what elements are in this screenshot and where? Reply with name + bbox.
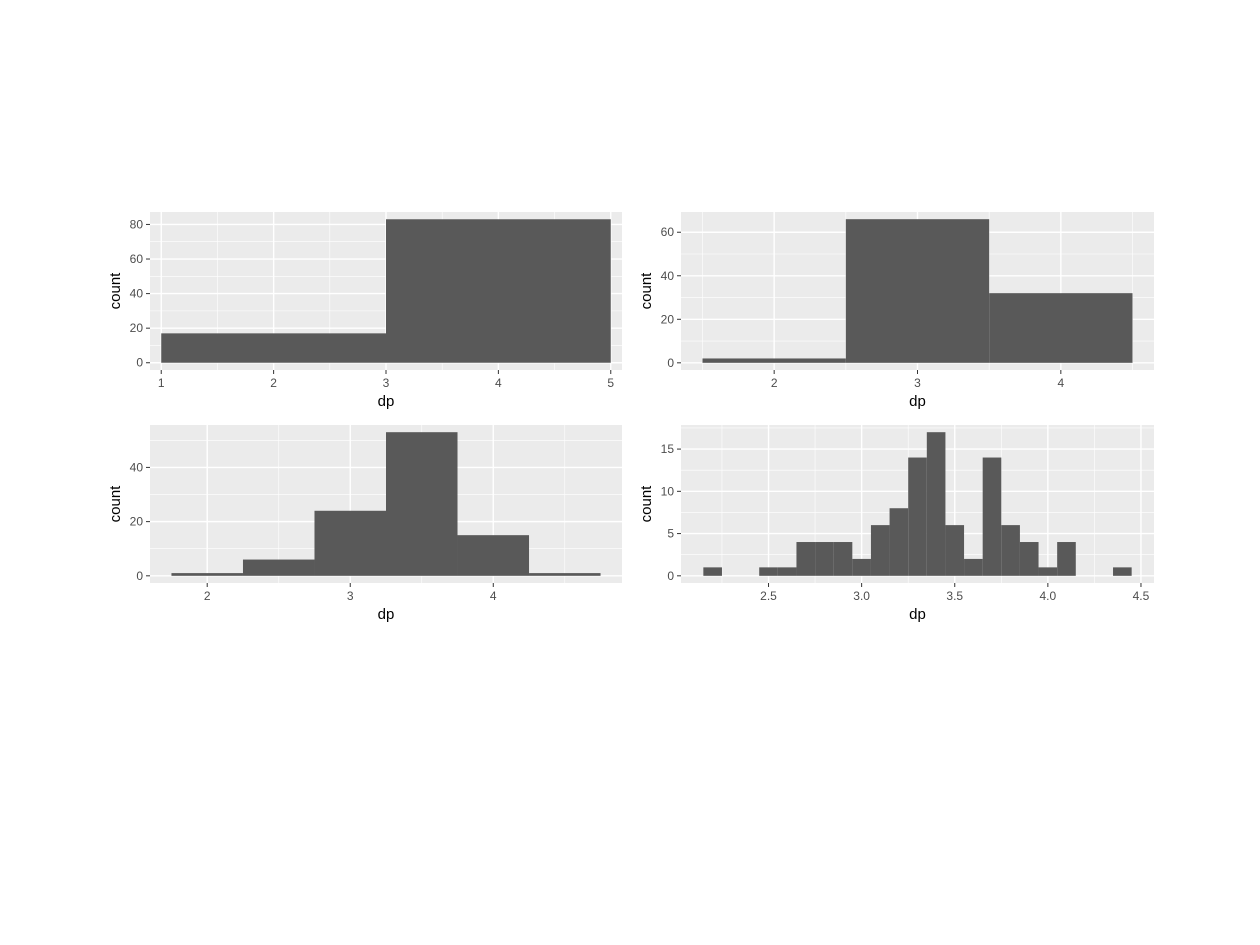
x-tick-label: 3.0: [853, 589, 870, 603]
x-tick-label: 5: [607, 376, 614, 390]
histogram-bar: [777, 567, 797, 576]
histogram-bar: [703, 567, 722, 576]
chart-panel-4: 2.5 3.0 3.5 4.0 4.5 0 5 10 15 dp count: [638, 425, 1154, 623]
histogram-bar: [759, 567, 778, 576]
histogram-bar: [926, 432, 946, 576]
x-tick-label: 3: [347, 589, 354, 603]
x-tick-label: 3.5: [946, 589, 963, 603]
histogram-bar: [989, 293, 1133, 363]
x-tick-label: 4: [1057, 376, 1064, 390]
histogram-bar: [982, 457, 1002, 576]
histogram-bar: [889, 508, 909, 576]
histogram-bar: [457, 535, 530, 576]
histogram-bar: [796, 542, 816, 576]
x-axis-title: dp: [378, 606, 395, 623]
y-tick-label: 40: [130, 460, 144, 474]
y-tick-label: 0: [667, 569, 674, 583]
y-axis-title: count: [107, 272, 124, 310]
x-tick-label: 2: [270, 376, 277, 390]
histogram-bar: [1113, 567, 1132, 576]
x-axis-title: dp: [378, 393, 395, 410]
y-tick-label: 80: [130, 217, 144, 231]
x-axis-title: dp: [909, 393, 926, 410]
histogram-bar: [945, 525, 965, 576]
x-tick-label: 3: [383, 376, 390, 390]
y-tick-label: 10: [661, 484, 675, 498]
y-tick-label: 40: [130, 287, 144, 301]
histogram-bar: [1001, 525, 1020, 576]
histogram-bar: [161, 333, 386, 363]
histogram-bar: [1019, 542, 1039, 576]
histogram-bar: [386, 432, 458, 576]
x-axis-title: dp: [909, 606, 926, 623]
x-tick-label: 4: [490, 589, 497, 603]
y-tick-label: 20: [130, 515, 144, 529]
y-tick-label: 0: [136, 569, 143, 583]
y-tick-label: 60: [661, 225, 675, 239]
x-tick-label: 1: [158, 376, 165, 390]
histogram-bar: [852, 558, 871, 576]
y-tick-label: 0: [667, 356, 674, 370]
x-tick-label: 4.0: [1040, 589, 1057, 603]
y-axis-title: count: [638, 485, 655, 523]
histogram-bar: [702, 358, 846, 363]
y-tick-label: 60: [130, 252, 144, 266]
y-tick-label: 0: [136, 356, 143, 370]
x-tick-label: 2: [204, 589, 211, 603]
histogram-bar: [529, 573, 601, 576]
histogram-bar: [815, 542, 834, 576]
chart-panel-1: 1 2 3 4 5 0 20 40 60 80 dp count: [107, 212, 622, 410]
histogram-bar: [964, 558, 983, 576]
x-tick-label: 4: [495, 376, 502, 390]
y-tick-label: 40: [661, 269, 675, 283]
x-tick-label: 2: [771, 376, 778, 390]
y-tick-label: 20: [661, 312, 675, 326]
histogram-bar: [1057, 542, 1076, 576]
histogram-bar: [386, 219, 611, 363]
x-tick-label: 3: [914, 376, 921, 390]
histogram-bar: [242, 559, 315, 576]
y-axis-title: count: [107, 485, 124, 523]
histogram-bar: [1038, 567, 1058, 576]
x-tick-label: 2.5: [760, 589, 777, 603]
histogram-bar: [845, 219, 990, 363]
y-tick-label: 5: [667, 527, 674, 541]
histogram-bar: [314, 510, 386, 576]
histogram-bar: [870, 525, 890, 576]
histogram-bar: [171, 573, 243, 576]
histogram-bar: [908, 457, 927, 576]
x-tick-label: 4.5: [1133, 589, 1150, 603]
y-axis-title: count: [638, 272, 655, 310]
y-tick-label: 15: [661, 442, 675, 456]
histogram-bar: [833, 542, 853, 576]
y-tick-label: 20: [130, 321, 144, 335]
